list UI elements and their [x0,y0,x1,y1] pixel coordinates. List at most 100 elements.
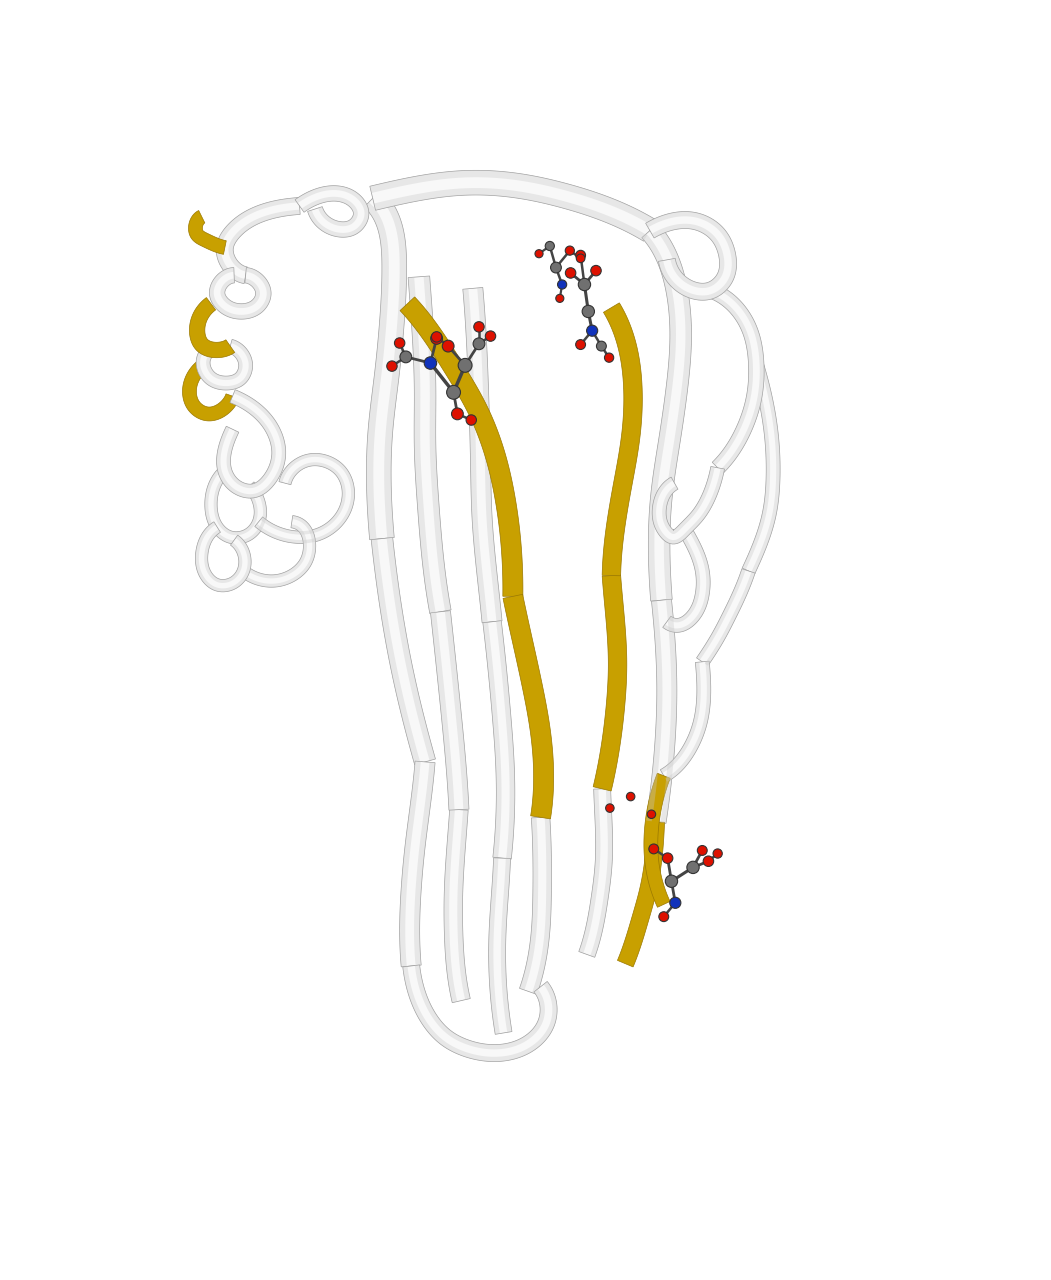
Polygon shape [462,288,502,623]
Polygon shape [579,788,600,954]
Polygon shape [653,468,724,544]
Polygon shape [445,611,469,809]
Circle shape [452,408,463,420]
Polygon shape [645,211,737,301]
Circle shape [604,353,614,362]
Polygon shape [496,621,515,859]
Polygon shape [408,276,451,613]
Polygon shape [403,966,557,1061]
Polygon shape [371,539,420,765]
Polygon shape [477,288,502,621]
Polygon shape [228,210,301,271]
Circle shape [387,361,397,371]
Polygon shape [370,170,656,241]
Polygon shape [591,788,613,957]
Polygon shape [197,339,252,390]
Circle shape [576,253,585,262]
Polygon shape [713,283,764,474]
Circle shape [565,268,576,278]
Polygon shape [217,197,301,284]
Polygon shape [209,268,271,319]
Circle shape [400,351,412,362]
Polygon shape [240,516,315,588]
Polygon shape [462,289,488,623]
Polygon shape [668,531,700,622]
Circle shape [431,333,442,344]
Polygon shape [742,364,770,570]
Polygon shape [403,965,557,1061]
Circle shape [605,804,614,813]
Polygon shape [188,210,226,255]
Polygon shape [663,526,710,632]
Polygon shape [645,211,737,301]
Circle shape [659,911,668,922]
Polygon shape [489,858,500,1034]
Polygon shape [374,188,647,241]
Polygon shape [197,339,252,390]
Polygon shape [376,189,407,538]
Circle shape [578,278,591,291]
Polygon shape [660,599,677,823]
Polygon shape [295,186,369,237]
Polygon shape [602,303,642,576]
Polygon shape [245,525,307,579]
Polygon shape [399,762,420,966]
Polygon shape [254,453,354,544]
Polygon shape [414,763,435,965]
Polygon shape [642,234,676,602]
Polygon shape [660,662,710,782]
Polygon shape [195,522,251,591]
Polygon shape [579,788,613,957]
Circle shape [442,340,454,352]
Polygon shape [742,361,780,573]
Polygon shape [501,859,512,1033]
Polygon shape [708,283,764,474]
Polygon shape [205,466,267,544]
Polygon shape [364,202,389,540]
Circle shape [669,897,681,909]
Circle shape [447,385,460,399]
Polygon shape [261,462,346,535]
Circle shape [551,262,561,273]
Polygon shape [364,189,407,540]
Circle shape [431,332,441,342]
Circle shape [703,856,714,867]
Circle shape [648,844,659,854]
Circle shape [687,861,699,873]
Circle shape [582,306,595,317]
Polygon shape [221,279,260,308]
Polygon shape [217,389,286,498]
Polygon shape [652,224,724,288]
Polygon shape [665,662,710,782]
Polygon shape [708,294,753,466]
Circle shape [458,358,472,372]
Polygon shape [213,472,257,535]
Polygon shape [371,538,435,765]
Polygon shape [227,399,275,488]
Polygon shape [660,662,701,773]
Circle shape [576,251,585,260]
Polygon shape [503,594,554,819]
Polygon shape [697,568,745,660]
Polygon shape [254,453,354,544]
Polygon shape [482,621,515,859]
Polygon shape [697,568,755,666]
Circle shape [647,810,656,818]
Polygon shape [662,466,715,534]
Polygon shape [295,186,369,237]
Circle shape [473,338,485,349]
Circle shape [486,332,496,342]
Polygon shape [189,297,234,357]
Polygon shape [519,818,538,989]
Polygon shape [195,522,251,591]
Polygon shape [654,224,692,600]
Polygon shape [646,599,677,823]
Polygon shape [646,600,662,822]
Polygon shape [431,612,454,810]
Polygon shape [444,809,457,1002]
Polygon shape [644,773,671,908]
Circle shape [713,849,722,858]
Circle shape [394,338,405,348]
Polygon shape [457,810,470,1000]
Polygon shape [240,516,315,588]
